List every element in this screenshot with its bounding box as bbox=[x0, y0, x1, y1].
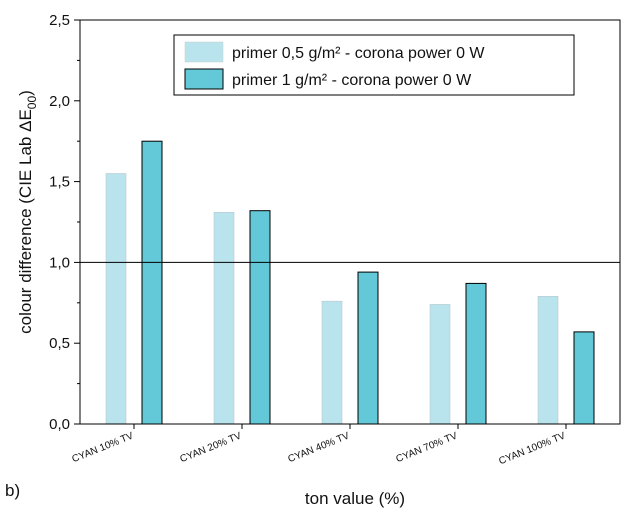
y-tick-label: 1,0 bbox=[49, 254, 70, 271]
y-tick-label: 2,0 bbox=[49, 93, 70, 110]
y-axis-title-subscript: 00 bbox=[25, 96, 39, 110]
legend-label-series-1: primer 0,5 g/m² - corona power 0 W bbox=[232, 45, 485, 62]
bar-series-1 bbox=[537, 296, 559, 425]
y-axis-title-main: colour difference (CIE Lab bbox=[16, 132, 35, 334]
x-tick-label: CYAN 70% TV bbox=[395, 430, 460, 465]
bar-series-2 bbox=[357, 271, 379, 425]
bar-series-2 bbox=[573, 331, 595, 425]
x-tick-label: CYAN 100% TV bbox=[497, 430, 567, 467]
x-tick-label: CYAN 40% TV bbox=[287, 430, 352, 465]
y-tick-label: 2,5 bbox=[49, 12, 70, 29]
y-tick-label: 1,5 bbox=[49, 174, 70, 191]
x-axis: CYAN 10% TV CYAN 20% TV CYAN 40% TV CYAN 70… bbox=[71, 424, 567, 467]
x-axis-title: ton value (%) bbox=[305, 489, 405, 508]
legend-swatch-series-2 bbox=[184, 68, 224, 90]
bar-series-2 bbox=[141, 140, 163, 425]
bar-series-2 bbox=[249, 210, 271, 425]
bar-series-1 bbox=[105, 173, 127, 425]
y-axis-title-close: ) bbox=[16, 90, 35, 96]
legend-label-series-2: primer 1 g/m² - corona power 0 W bbox=[232, 72, 472, 89]
y-axis: 0,0 0,5 1,0 1,5 2,0 2,5 bbox=[49, 12, 80, 433]
y-tick-label: 0,5 bbox=[49, 335, 70, 352]
y-axis-title: colour difference (CIE Lab ΔE00) bbox=[16, 90, 39, 334]
legend: primer 0,5 g/m² - corona power 0 W prime… bbox=[173, 34, 575, 96]
panel-label: b) bbox=[5, 481, 20, 500]
legend-box bbox=[173, 34, 575, 96]
legend-swatch-series-1 bbox=[184, 41, 224, 63]
bars-layer bbox=[105, 140, 595, 425]
bar-series-1 bbox=[321, 300, 343, 425]
y-tick-label: 0,0 bbox=[49, 416, 70, 433]
x-tick-label: CYAN 20% TV bbox=[179, 430, 244, 465]
bar-series-2 bbox=[465, 282, 487, 425]
x-tick-label: CYAN 10% TV bbox=[71, 430, 136, 465]
bar-series-1 bbox=[213, 212, 235, 425]
bar-series-1 bbox=[429, 304, 451, 425]
y-axis-title-delta: ΔE bbox=[16, 109, 35, 132]
